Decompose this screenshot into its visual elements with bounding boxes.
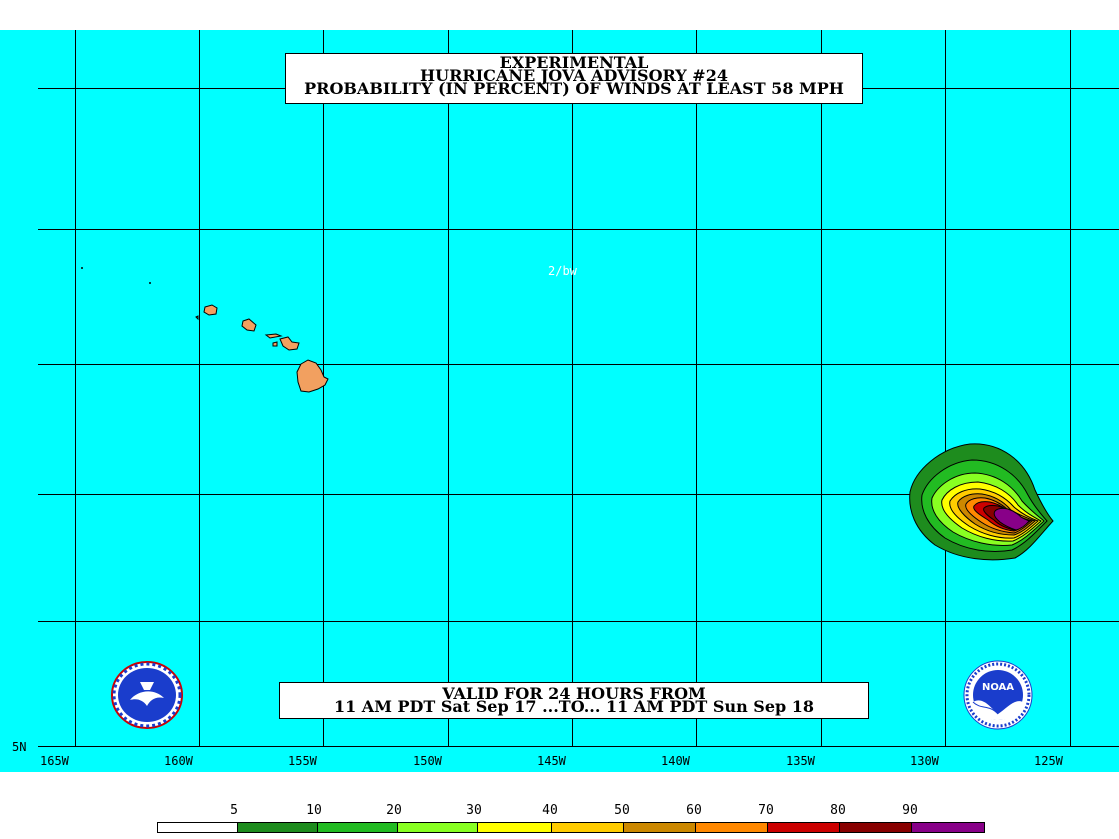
map-panel: 2/bw EXPERIMENTAL HURRICANE JOVA ADVISOR…: [0, 30, 1119, 772]
small-island-dot: [149, 282, 151, 284]
legend-swatch: [478, 823, 552, 832]
legend-swatch: [768, 823, 840, 832]
legend-label: 80: [830, 803, 846, 818]
molokai-island: [264, 333, 283, 339]
map-graphics: [38, 30, 1119, 747]
legend-swatch: [840, 823, 912, 832]
nws-logo-icon: [110, 660, 184, 730]
legend-swatch: [238, 823, 318, 832]
oahu-island: [241, 318, 257, 332]
legend-swatch: [398, 823, 478, 832]
kauai-island: [203, 304, 218, 316]
lon-label: 160W: [164, 754, 193, 768]
lon-label: 125W: [1034, 754, 1063, 768]
wind-probability-contours: [909, 443, 1054, 561]
legend-label: 10: [306, 803, 322, 818]
lon-label: 135W: [786, 754, 815, 768]
title-line-3: PROBABILITY (IN PERCENT) OF WINDS AT LEA…: [304, 79, 844, 98]
lon-label: 130W: [910, 754, 939, 768]
lon-label: 165W: [40, 754, 69, 768]
legend-label: 70: [758, 803, 774, 818]
legend-label: 60: [686, 803, 702, 818]
lon-label: 150W: [413, 754, 442, 768]
lon-label: 145W: [537, 754, 566, 768]
legend-labels: 5 10 20 30 40 50 60 70 80 90: [0, 803, 1119, 818]
valid-line-1: VALID FOR 24 HOURS FROM: [442, 684, 706, 703]
lanai-island: [272, 341, 278, 347]
legend-color-bar: [157, 822, 985, 833]
niihau-island: [195, 315, 199, 321]
title-box: EXPERIMENTAL HURRICANE JOVA ADVISORY #24…: [285, 53, 863, 104]
legend-swatch: [318, 823, 398, 832]
noaa-logo-text: NOAA: [982, 682, 1014, 693]
legend-swatch: [552, 823, 624, 832]
legend-swatch: [158, 823, 238, 832]
lat-lon-grid: [38, 30, 1119, 747]
small-island-dot: [81, 267, 83, 269]
noaa-logo-icon: NOAA: [963, 660, 1033, 730]
title-line-2: HURRICANE JOVA ADVISORY #24: [420, 66, 728, 85]
legend-swatch: [912, 823, 984, 832]
lat-label: 5N: [12, 740, 27, 754]
legend-label: 50: [614, 803, 630, 818]
legend-swatch: [624, 823, 696, 832]
legend-label: 30: [466, 803, 482, 818]
lon-label: 155W: [288, 754, 317, 768]
legend-label: 90: [902, 803, 918, 818]
maui-island: [279, 336, 300, 351]
credit-text: 2/bw: [548, 264, 577, 278]
legend-label: 5: [230, 803, 238, 818]
legend-label: 40: [542, 803, 558, 818]
valid-line-2: 11 AM PDT Sat Sep 17 ...TO... 11 AM PDT …: [333, 697, 815, 716]
hawaii-islands: [195, 304, 329, 393]
title-line-1: EXPERIMENTAL: [499, 53, 649, 72]
legend-swatch: [696, 823, 768, 832]
valid-time-box: VALID FOR 24 HOURS FROM 11 AM PDT Sat Se…: [279, 682, 869, 719]
lon-label: 140W: [661, 754, 690, 768]
legend-label: 20: [386, 803, 402, 818]
big-island: [296, 359, 329, 393]
